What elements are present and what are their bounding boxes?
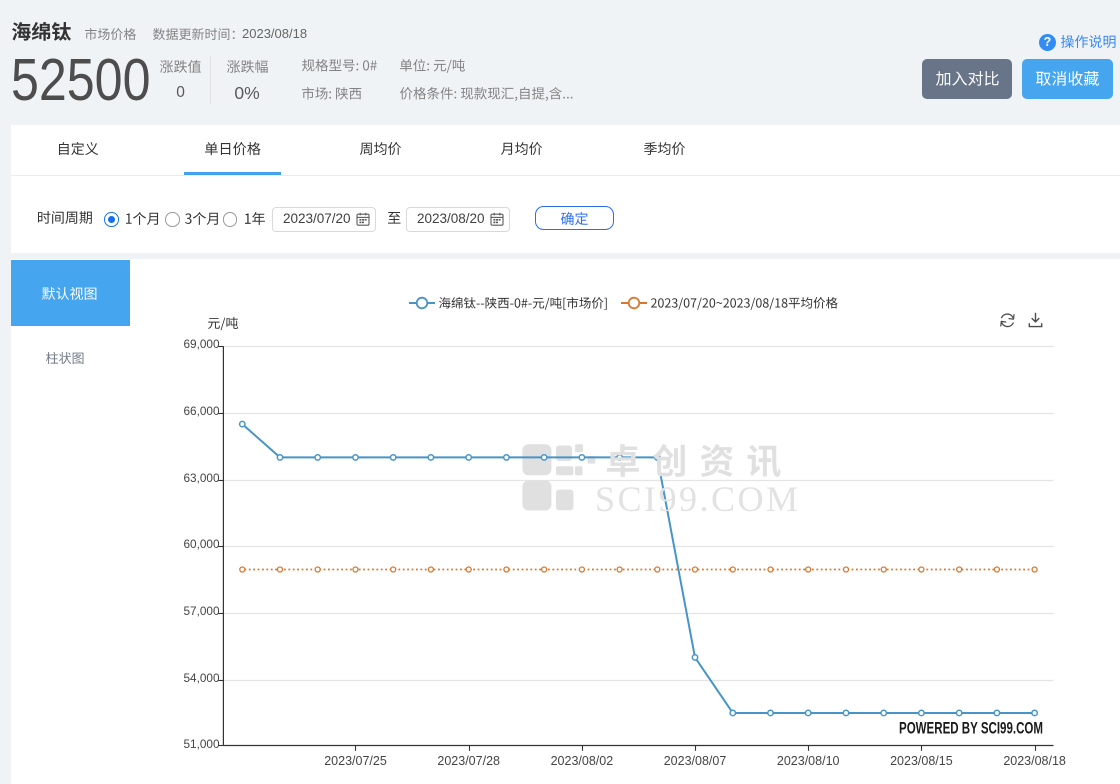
svg-text:2023/07/25: 2023/07/25 [324,754,387,768]
svg-text:51,000: 51,000 [184,739,220,751]
svg-text:57,000: 57,000 [184,606,220,618]
svg-text:2023/08/02: 2023/08/02 [551,754,614,768]
svg-text:60,000: 60,000 [184,539,220,551]
svg-text:69,000: 69,000 [184,339,220,351]
svg-text:2023/08/18: 2023/08/18 [1003,754,1066,768]
svg-text:63,000: 63,000 [184,473,220,485]
svg-text:2023/08/07: 2023/08/07 [664,754,727,768]
svg-text:2023/08/10: 2023/08/10 [777,754,840,768]
svg-text:2023/07/28: 2023/07/28 [437,754,500,768]
svg-text:POWERED BY SCI99.COM: POWERED BY SCI99.COM [899,719,1043,737]
svg-text:66,000: 66,000 [184,406,220,418]
svg-text:2023/08/15: 2023/08/15 [890,754,953,768]
svg-text:54,000: 54,000 [184,673,220,685]
